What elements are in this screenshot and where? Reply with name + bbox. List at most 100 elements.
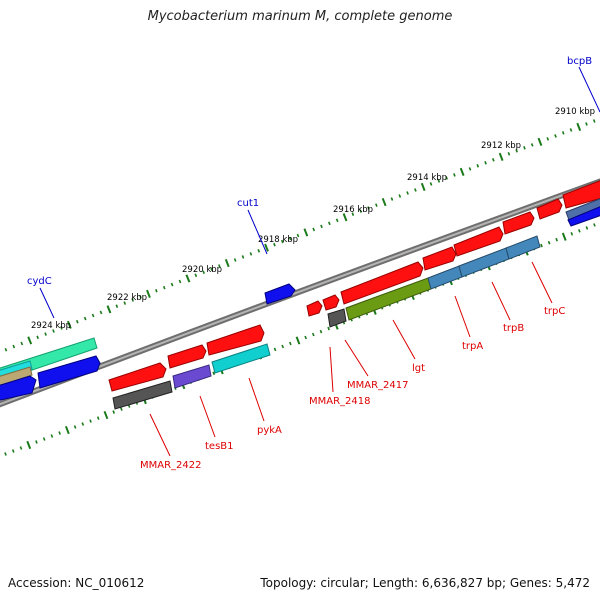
label-trpC: trpC: [544, 306, 565, 317]
inner-ruler-tick: [304, 335, 307, 340]
inner-ruler-tick: [295, 336, 301, 345]
outer-ruler-tick: [178, 279, 182, 284]
outer-ruler: [4, 119, 596, 352]
inner-ruler-tick: [547, 240, 551, 245]
outer-ruler-tick: [12, 344, 16, 349]
ruler-label-2922: 2922 kbp: [107, 293, 147, 303]
label-bcpB: bcpB: [567, 56, 592, 67]
outer-ruler-tick: [139, 295, 142, 299]
outer-ruler-tick: [155, 289, 158, 293]
ruler-labels: 2910 kbp 2912 kbp 2914 kbp 2916 kbp 2918…: [31, 107, 595, 331]
outer-ruler-tick: [241, 255, 245, 259]
outer-ruler-tick: [453, 173, 456, 177]
ruler-label-2924: 2924 kbp: [31, 321, 71, 331]
label-MMAR_2418: MMAR_2418: [309, 396, 371, 407]
leader-trpB: [491, 281, 511, 321]
inner-ruler-tick: [4, 452, 7, 456]
ruler-label-2918: 2918 kbp: [258, 235, 298, 245]
label-trpA: trpA: [462, 341, 483, 352]
ruler-label-2920: 2920 kbp: [182, 265, 222, 275]
outer-ruler-tick: [91, 313, 95, 318]
outer-ruler-tick: [390, 197, 394, 201]
outer-ruler-tick: [484, 161, 487, 165]
outer-ruler-tick: [492, 158, 495, 162]
outer-ruler-tick: [351, 212, 355, 216]
genome-summary: Topology: circular; Length: 6,636,827 bp…: [260, 576, 590, 590]
accession: Accession: NC_010612: [8, 576, 145, 590]
outer-ruler-tick: [468, 167, 472, 171]
gene-trpC: [505, 235, 541, 260]
outer-ruler-tick: [523, 146, 526, 150]
outer-ruler-tick: [83, 316, 87, 321]
inner-ruler-tick: [73, 425, 77, 429]
inner-ruler-tick: [212, 371, 216, 376]
inner-ruler-tick: [58, 431, 61, 435]
outer-ruler-tick: [99, 310, 103, 315]
map-title: Mycobacterium marinum M, complete genome: [147, 9, 453, 24]
inner-ruler-tick: [35, 440, 38, 444]
outer-ruler-tick: [60, 326, 63, 330]
leader-MMAR_2422: [149, 413, 171, 457]
outer-ruler-tick: [27, 336, 33, 345]
inner-ruler-tick: [273, 347, 277, 352]
gene-right-blue: [567, 206, 600, 227]
ruler-label-2912: 2912 kbp: [481, 141, 521, 151]
outer-ruler-tick: [320, 224, 323, 229]
inner-ruler-tick: [555, 237, 558, 242]
inner-ruler-tick: [19, 446, 23, 450]
gene-red-j: [536, 198, 563, 220]
inner-ruler-tick: [120, 407, 123, 411]
inner-ruler-tick: [319, 329, 323, 334]
outer-ruler-tick: [342, 213, 348, 222]
leader-MMAR_2418: [329, 346, 334, 393]
inner-ruler-tick: [585, 226, 589, 230]
ruler-label-2914: 2914 kbp: [407, 173, 447, 183]
leader-lines: [39, 66, 600, 457]
outer-ruler-tick: [476, 164, 480, 168]
outer-ruler-tick: [210, 267, 213, 271]
label-tesB1: tesB1: [205, 441, 234, 452]
outer-ruler-tick: [459, 167, 465, 176]
outer-ruler-tick: [264, 243, 269, 252]
inner-ruler-tick: [89, 419, 92, 423]
outer-ruler-tick: [507, 152, 511, 156]
label-lgt: lgt: [412, 363, 425, 374]
inner-ruler-tick: [103, 410, 109, 420]
outer-ruler-tick: [429, 182, 433, 186]
gene-left-blue-2: [37, 355, 101, 389]
leader-tesB1: [199, 395, 216, 438]
gene-left-olive: [0, 366, 33, 387]
outer-ruler-tick: [592, 119, 596, 123]
gene-red-d: [306, 300, 323, 317]
inner-ruler-tick: [327, 326, 330, 331]
gene-pykA: [211, 343, 271, 374]
inner-ruler-tick: [289, 341, 292, 346]
outer-ruler-tick: [249, 252, 253, 256]
outer-ruler-tick: [576, 122, 582, 132]
outer-ruler-tick: [44, 332, 47, 336]
outer-ruler-tick: [131, 298, 134, 302]
label-cut1: cut1: [237, 198, 259, 209]
outer-ruler-tick: [66, 320, 72, 329]
outer-ruler-tick: [257, 249, 261, 253]
outer-ruler-tick: [398, 194, 402, 198]
leader-cydC: [39, 287, 55, 319]
outer-ruler-tick: [312, 227, 316, 232]
inner-ruler-tick: [50, 434, 54, 438]
outer-ruler-tick: [530, 143, 534, 147]
outer-ruler-tick: [335, 218, 339, 223]
inner-ruler-tick: [570, 232, 574, 236]
gene-red-c: [206, 324, 265, 356]
outer-ruler-tick: [162, 285, 166, 290]
outer-ruler-tick: [406, 191, 409, 195]
inner-ruler-tick: [81, 422, 85, 426]
outer-ruler-tick: [303, 228, 309, 237]
inner-ruler-tick: [42, 437, 46, 441]
outer-ruler-tick: [273, 242, 276, 247]
outer-ruler-tick: [515, 149, 518, 153]
outer-ruler-tick: [52, 329, 55, 333]
leader-MMAR_2417: [344, 339, 369, 377]
outer-ruler-tick: [375, 203, 378, 207]
gene-red-f: [340, 261, 424, 305]
